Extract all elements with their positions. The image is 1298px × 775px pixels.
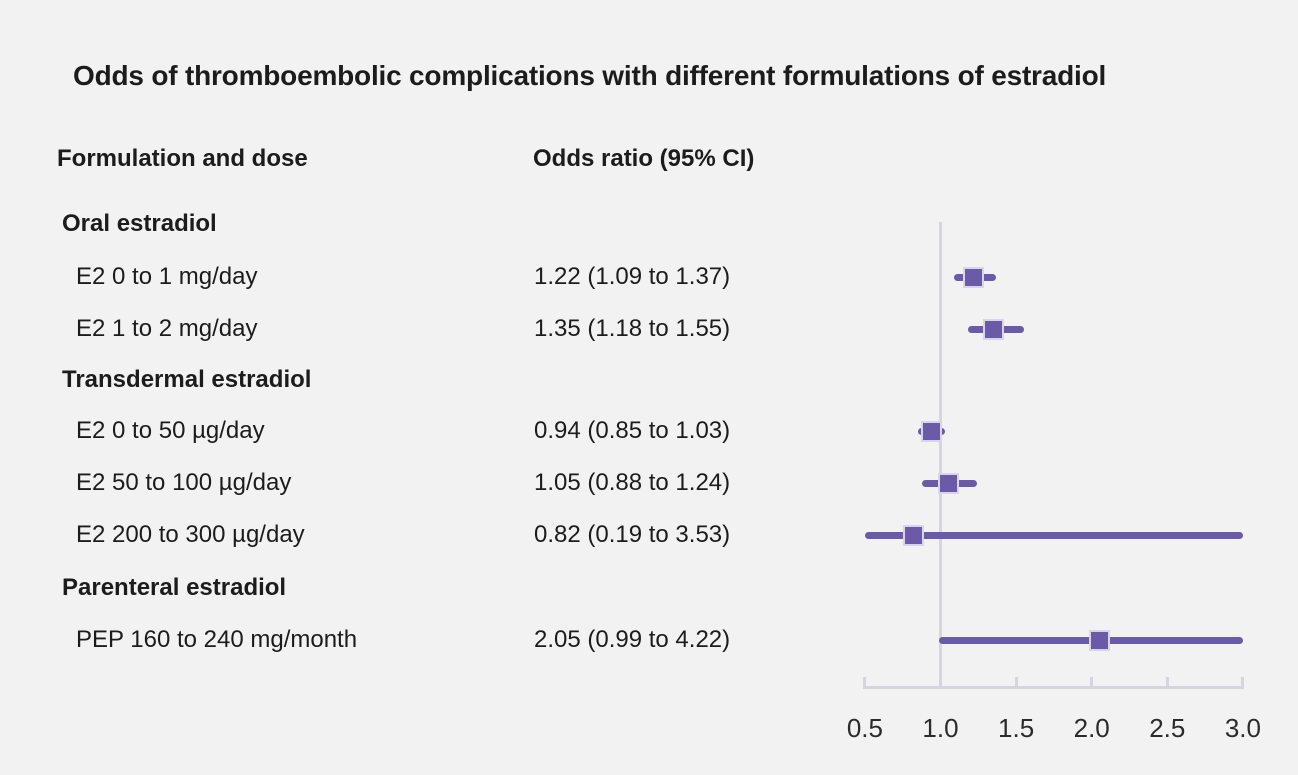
reference-line — [939, 222, 942, 689]
axis-tick — [1165, 677, 1169, 686]
ci-line — [864, 531, 1243, 539]
row-label: E2 200 to 300 µg/day — [76, 521, 305, 548]
page-title: Odds of thromboembolic complications wit… — [73, 60, 1107, 91]
axis-tick-label: 3.0 — [1224, 713, 1261, 743]
or-marker — [904, 526, 922, 544]
or-marker — [939, 474, 957, 492]
axis-tick-label: 2.0 — [1073, 713, 1110, 743]
row-label: E2 0 to 1 mg/day — [76, 263, 258, 290]
row-label: E2 1 to 2 mg/day — [76, 315, 258, 342]
axis-tick-label: 1.0 — [922, 713, 959, 743]
axis-tick — [1241, 677, 1245, 686]
column-header-odds-ratio: Odds ratio (95% CI) — [533, 145, 755, 172]
row-odds-ratio: 0.82 (0.19 to 3.53) — [534, 521, 731, 548]
or-marker — [922, 422, 940, 440]
row-label: PEP 160 to 240 mg/month — [76, 626, 358, 653]
group-label: Oral estradiol — [62, 210, 217, 237]
or-marker — [984, 320, 1002, 338]
group-label: Parenteral estradiol — [62, 574, 287, 601]
row-label: E2 0 to 50 µg/day — [76, 417, 265, 444]
axis-tick-label: 2.5 — [1149, 713, 1186, 743]
row-odds-ratio: 2.05 (0.99 to 4.22) — [534, 626, 731, 653]
axis-tick — [1014, 677, 1018, 686]
column-header-formulation: Formulation and dose — [57, 145, 308, 172]
row-odds-ratio: 1.05 (0.88 to 1.24) — [534, 469, 731, 496]
row-odds-ratio: 1.22 (1.09 to 1.37) — [534, 263, 731, 290]
row-odds-ratio: 1.35 (1.18 to 1.55) — [534, 315, 731, 342]
or-marker — [1090, 631, 1108, 649]
row-odds-ratio: 0.94 (0.85 to 1.03) — [534, 417, 731, 444]
axis-tick — [1090, 677, 1094, 686]
or-marker — [965, 268, 983, 286]
group-label: Transdermal estradiol — [62, 366, 312, 393]
axis-tick-label: 0.5 — [846, 713, 883, 743]
row-label: E2 50 to 100 µg/day — [76, 469, 292, 496]
axis-tick — [863, 677, 867, 686]
axis-tick-label: 1.5 — [998, 713, 1035, 743]
x-axis-line — [863, 686, 1245, 689]
